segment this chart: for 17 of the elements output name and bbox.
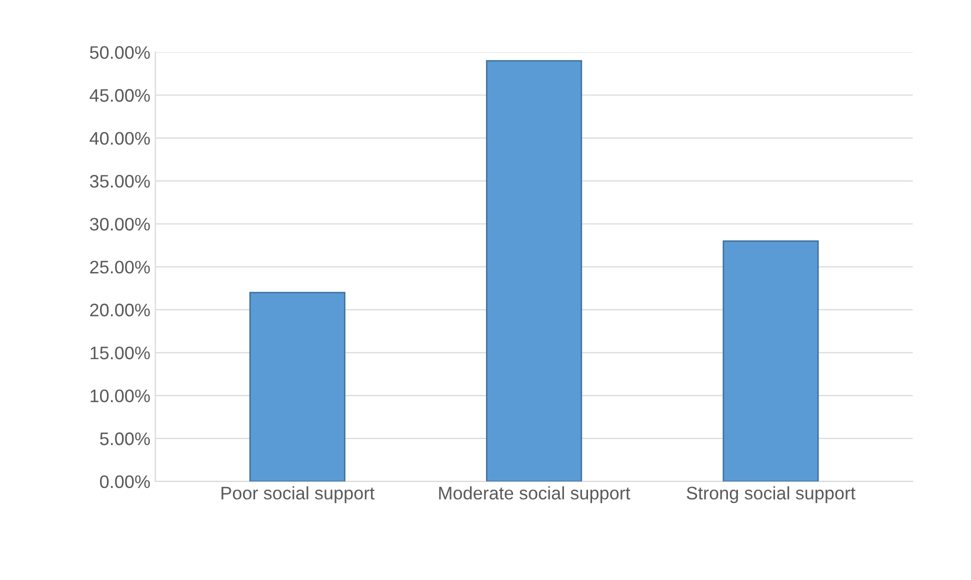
y-tick-label: 10.00% — [90, 389, 150, 402]
y-tick-label: 15.00% — [90, 346, 150, 360]
bar — [722, 240, 819, 482]
y-tick-label: 0.00% — [100, 475, 150, 488]
y-tick-label: 30.00% — [90, 218, 150, 231]
y-tick-label: 40.00% — [90, 132, 150, 145]
x-tick-label: Moderate social support — [439, 486, 630, 504]
y-tick-label: 25.00% — [90, 260, 150, 274]
y-tick-label: 50.00% — [90, 46, 150, 59]
y-tick-label: 5.00% — [100, 432, 150, 446]
x-tick-label: Poor social support — [222, 486, 375, 504]
y-tick-label: 45.00% — [90, 89, 150, 102]
y-tick-label: 20.00% — [90, 304, 150, 316]
bar — [249, 292, 346, 482]
x-tick-label: Strong social support — [686, 486, 856, 504]
bar — [486, 60, 582, 482]
y-tick-label: 35.00% — [90, 174, 150, 188]
